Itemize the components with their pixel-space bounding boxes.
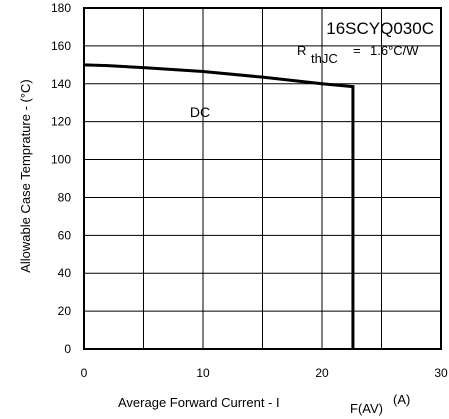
x-tick-label: 20 (315, 366, 329, 380)
y-tick-label: 100 (51, 153, 71, 167)
rth-equals: = (353, 43, 361, 58)
x-tick-label: 10 (196, 366, 210, 380)
y-tick-label: 60 (58, 228, 72, 242)
series-line-dc (83, 63, 355, 349)
y-tick-label: 20 (58, 304, 72, 318)
y-tick-label: 40 (58, 266, 72, 280)
part-number: 16SCYQ030C (326, 19, 434, 38)
y-tick-label: 120 (51, 115, 71, 129)
rth-subscript: thJC (311, 51, 338, 66)
y-tick-label: 80 (58, 190, 72, 204)
series-label-dc: DC (190, 104, 210, 120)
grid-lines (84, 8, 441, 349)
rth-symbol: R (297, 43, 306, 58)
y-tick-label: 160 (51, 39, 71, 53)
plot-frame (83, 7, 442, 350)
y-tick-labels: 0 20 40 60 80 100 120 140 160 180 (51, 1, 71, 356)
y-tick-label: 180 (51, 1, 71, 15)
thermal-resistance-label: R thJC = 1.6°C/W (297, 43, 419, 66)
x-axis-title-unit: (A) (393, 392, 410, 407)
y-tick-label: 0 (64, 342, 71, 356)
x-axis-title: Average Forward Current - I F(AV) (A) (118, 392, 410, 416)
y-tick-label: 140 (51, 77, 71, 91)
series-layer (83, 63, 355, 349)
y-axis-title: Allowable Case Temprature - (°C) (18, 79, 33, 273)
x-tick-label: 30 (434, 366, 448, 380)
x-axis-title-main: Average Forward Current - I (118, 395, 280, 410)
x-axis-title-sub: F(AV) (350, 401, 383, 416)
x-tick-labels: 0 10 20 30 (81, 366, 448, 380)
rth-value: 1.6°C/W (370, 43, 419, 58)
x-tick-label: 0 (81, 366, 88, 380)
